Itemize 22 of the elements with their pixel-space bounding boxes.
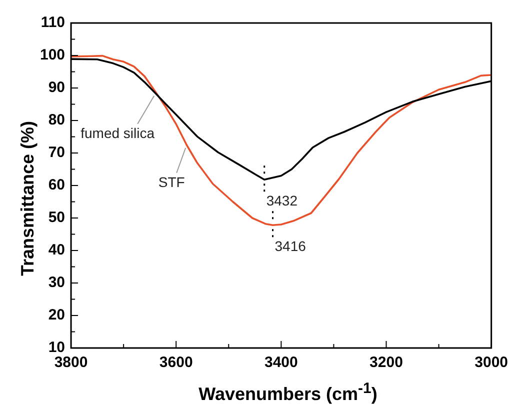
series-label: STF — [158, 174, 185, 190]
y-tick-label: 60 — [48, 176, 66, 194]
x-tick-label: 3400 — [264, 354, 298, 372]
x-tick-label: 3200 — [370, 354, 403, 372]
annotation: 3432 — [266, 192, 298, 209]
y-axis-title: Transmittance (%) — [18, 120, 38, 278]
y-tick-label: 80 — [48, 112, 66, 129]
annotation: 3416 — [274, 238, 306, 254]
x-axis-title: Wavenumbers (cm$^{-1}$) — [198, 380, 378, 405]
x-tick-label: 3000 — [474, 354, 508, 372]
y-tick-label: 90 — [48, 79, 66, 96]
y-tick-label: 40 — [48, 242, 66, 259]
y-tick-label: 20 — [48, 306, 66, 324]
y-tick-label: 30 — [48, 274, 66, 292]
series-label: fumed silica — [80, 124, 155, 141]
y-tick-label: 70 — [48, 144, 66, 162]
y-tick-label: 110 — [40, 14, 66, 32]
x-tick-label: 3800 — [54, 354, 88, 372]
x-tick-label: 3600 — [159, 354, 193, 372]
y-tick-label: 100 — [40, 46, 66, 64]
y-tick-label: 50 — [48, 209, 66, 226]
y-tick-label: 10 — [48, 339, 66, 356]
